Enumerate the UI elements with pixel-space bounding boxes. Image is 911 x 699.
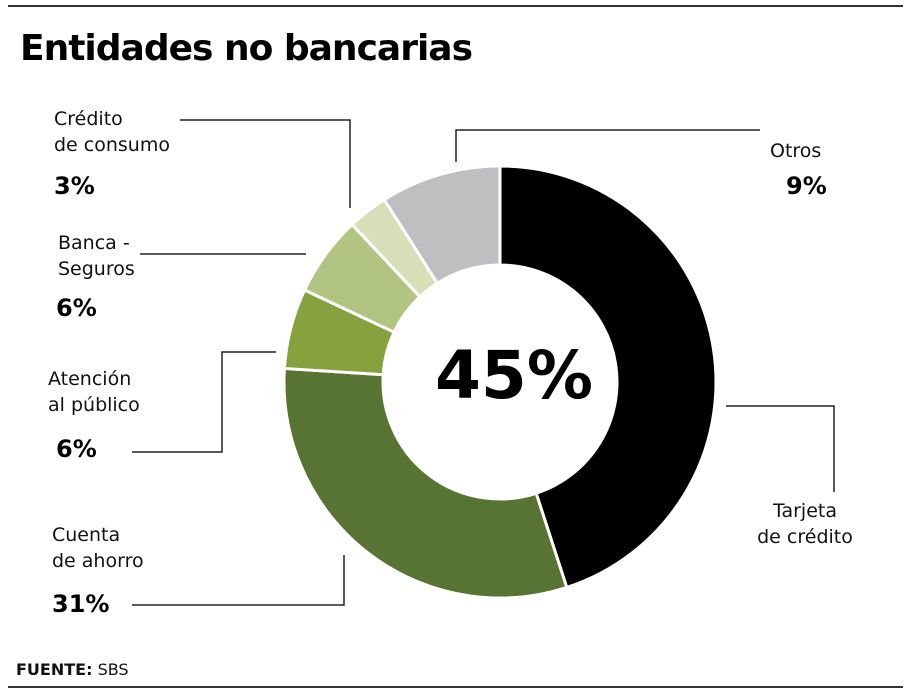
label-line: de ahorro xyxy=(52,550,144,572)
label-line: de consumo xyxy=(54,134,170,156)
leader-lines xyxy=(132,119,835,606)
leader-line xyxy=(455,129,760,162)
leader-line xyxy=(132,351,276,453)
label-line: Atención xyxy=(48,368,132,390)
label-line: Crédito xyxy=(54,108,123,130)
label-banca-seguros: Banca - Seguros xyxy=(58,230,135,282)
label-line: Banca - xyxy=(58,232,130,254)
label-credito-de-consumo: Crédito de consumo xyxy=(54,106,170,158)
slice-tarjeta-de-crédito xyxy=(498,164,718,590)
leader-line xyxy=(132,555,345,606)
label-line: Tarjeta xyxy=(773,500,837,522)
top-rule xyxy=(8,5,903,7)
value-banca-seguros: 6% xyxy=(56,294,97,322)
bottom-rule xyxy=(8,686,903,688)
label-line: Cuenta xyxy=(52,524,121,546)
source-value: SBS xyxy=(97,660,129,679)
label-otros: Otros xyxy=(770,138,821,164)
leader-line xyxy=(180,119,351,208)
label-cuenta-de-ahorro: Cuenta de ahorro xyxy=(52,522,144,574)
slice-otros xyxy=(382,164,502,286)
value-credito-de-consumo: 3% xyxy=(54,172,95,200)
value-atencion-al-publico: 6% xyxy=(56,435,97,463)
chart-title: Entidades no bancarias xyxy=(20,28,473,69)
label-line: Otros xyxy=(770,140,822,162)
value-otros: 9% xyxy=(786,172,827,200)
label-line: Seguros xyxy=(58,258,135,280)
slice-cuenta-de-ahorro xyxy=(282,366,569,600)
source-note: FUENTE: SBS xyxy=(16,660,129,679)
label-tarjeta-de-credito: Tarjeta de crédito xyxy=(750,498,860,550)
center-value-label: 45% xyxy=(435,337,593,414)
label-line: de crédito xyxy=(757,526,853,548)
value-cuenta-de-ahorro: 31% xyxy=(52,590,110,618)
label-line: al público xyxy=(48,394,140,416)
leader-line xyxy=(726,405,835,492)
label-atencion-al-publico: Atención al público xyxy=(48,366,140,418)
source-label: FUENTE: xyxy=(16,660,93,679)
donut-slices xyxy=(282,164,718,600)
